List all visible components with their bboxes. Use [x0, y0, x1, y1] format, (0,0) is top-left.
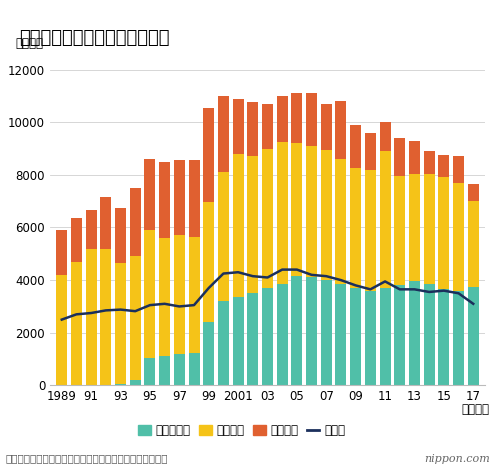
Bar: [115, 208, 126, 263]
Text: （年度）: （年度）: [462, 403, 489, 416]
Bar: [409, 173, 420, 282]
Bar: [350, 288, 361, 385]
Bar: [380, 288, 390, 385]
Bar: [144, 159, 156, 230]
Bar: [159, 356, 170, 385]
Bar: [130, 380, 140, 385]
Bar: [203, 203, 214, 322]
Bar: [292, 93, 302, 143]
Bar: [159, 162, 170, 238]
Bar: [115, 263, 126, 384]
Bar: [276, 96, 287, 142]
Bar: [262, 288, 273, 385]
Bar: [468, 201, 479, 287]
Bar: [394, 285, 406, 385]
Bar: [306, 93, 317, 146]
Text: （億円）: （億円）: [15, 37, 43, 50]
Bar: [232, 297, 243, 385]
Bar: [71, 218, 82, 262]
Text: 総務省「宝くじの現状と課題について」を基に編集部作成: 総務省「宝くじの現状と課題について」を基に編集部作成: [5, 454, 168, 463]
Legend: 数字選択式, ジャンボ, 普通くじ, 収益金: 数字選択式, ジャンボ, 普通くじ, 収益金: [138, 424, 345, 437]
Bar: [380, 151, 390, 288]
Bar: [159, 238, 170, 356]
Bar: [86, 211, 96, 249]
Bar: [144, 358, 156, 385]
Bar: [144, 230, 156, 358]
Bar: [292, 276, 302, 385]
Bar: [188, 352, 200, 385]
Bar: [453, 290, 464, 385]
Bar: [218, 96, 229, 172]
Bar: [424, 173, 434, 284]
Bar: [218, 172, 229, 301]
Bar: [188, 160, 200, 237]
Bar: [453, 157, 464, 183]
Text: nippon.com: nippon.com: [424, 454, 490, 463]
Bar: [262, 149, 273, 288]
Bar: [203, 322, 214, 385]
Bar: [248, 102, 258, 157]
Bar: [365, 133, 376, 170]
Bar: [262, 104, 273, 149]
Bar: [248, 293, 258, 385]
Bar: [424, 151, 434, 173]
Bar: [130, 188, 140, 257]
Bar: [130, 257, 140, 380]
Bar: [453, 183, 464, 290]
Bar: [232, 154, 243, 297]
Bar: [438, 178, 450, 290]
Bar: [409, 141, 420, 173]
Bar: [468, 287, 479, 385]
Bar: [350, 168, 361, 288]
Bar: [100, 249, 112, 385]
Bar: [394, 176, 406, 285]
Bar: [424, 284, 434, 385]
Bar: [380, 122, 390, 151]
Bar: [56, 230, 68, 275]
Bar: [336, 101, 346, 159]
Bar: [306, 277, 317, 385]
Bar: [468, 184, 479, 201]
Bar: [306, 146, 317, 277]
Bar: [248, 157, 258, 293]
Bar: [365, 290, 376, 385]
Bar: [86, 249, 96, 385]
Bar: [100, 197, 112, 249]
Bar: [321, 150, 332, 280]
Bar: [438, 155, 450, 178]
Bar: [115, 384, 126, 385]
Bar: [292, 143, 302, 276]
Bar: [321, 104, 332, 150]
Bar: [321, 280, 332, 385]
Bar: [232, 99, 243, 154]
Bar: [71, 262, 82, 385]
Bar: [174, 235, 185, 354]
Bar: [365, 170, 376, 290]
Bar: [188, 237, 200, 352]
Text: 宝くじ売上額と収益金額の推移: 宝くじ売上額と収益金額の推移: [20, 29, 170, 47]
Bar: [336, 159, 346, 284]
Bar: [350, 125, 361, 168]
Bar: [394, 138, 406, 176]
Bar: [56, 275, 68, 385]
Bar: [276, 284, 287, 385]
Bar: [174, 354, 185, 385]
Bar: [438, 290, 450, 385]
Bar: [276, 142, 287, 284]
Bar: [174, 160, 185, 235]
Bar: [203, 108, 214, 203]
Bar: [409, 282, 420, 385]
Bar: [218, 301, 229, 385]
Bar: [336, 284, 346, 385]
